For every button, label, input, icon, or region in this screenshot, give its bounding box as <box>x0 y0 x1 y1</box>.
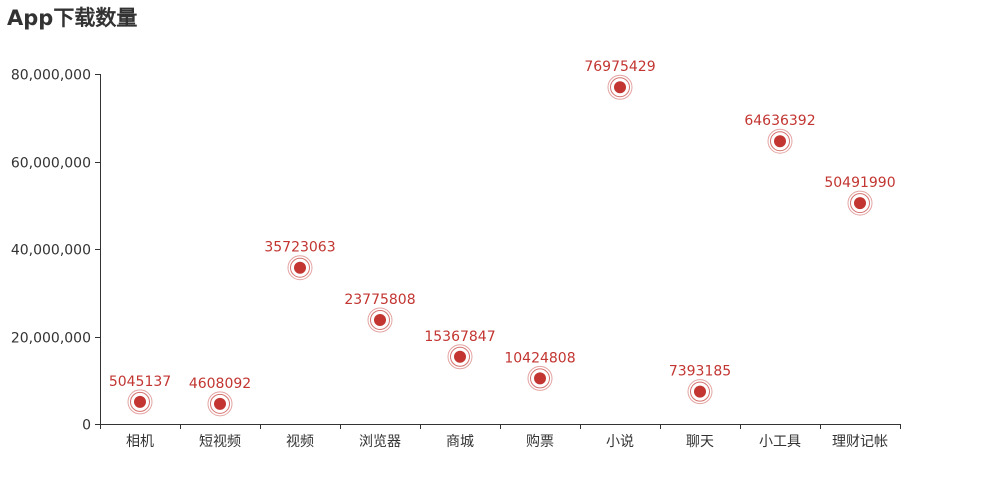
data-label: 4608092 <box>189 376 251 392</box>
data-point[interactable] <box>127 389 153 415</box>
ripple-ring-inner <box>210 393 230 414</box>
point-marker <box>614 81 626 94</box>
x-tick-label: 相机 <box>126 434 154 450</box>
ripple-ring-outer <box>607 74 633 100</box>
data-labels: 5045137 4608092 35723063 23775808 15367847 10… <box>109 59 896 392</box>
ripple-ring-outer <box>527 365 553 391</box>
x-tick-label: 购票 <box>526 434 554 450</box>
data-point[interactable] <box>687 379 713 405</box>
y-tick-label: 0 <box>82 418 91 434</box>
point-marker <box>294 261 306 274</box>
ripple-ring-inner <box>370 309 390 330</box>
y-axis: 0 20,000,000 40,000,000 60,000,000 80,000,00… <box>11 68 101 434</box>
x-tick-label: 理财记帐 <box>832 434 888 450</box>
ripple-ring-outer <box>287 255 313 281</box>
ripple-ring-outer <box>447 344 473 370</box>
point-marker <box>214 397 226 410</box>
data-point[interactable] <box>287 255 313 281</box>
data-label: 64636392 <box>744 113 815 129</box>
x-tick-label: 小工具 <box>759 434 801 450</box>
data-label: 76975429 <box>584 59 655 75</box>
ripple-ring-outer <box>207 391 233 417</box>
data-points <box>127 74 873 417</box>
ripple-ring-inner <box>130 391 150 412</box>
ripple-ring-inner <box>530 368 550 389</box>
data-point[interactable] <box>607 74 633 100</box>
y-tick-label: 20,000,000 <box>11 331 91 347</box>
y-tick-label: 80,000,000 <box>11 68 91 84</box>
x-tick-label: 商城 <box>446 434 474 450</box>
ripple-ring-inner <box>690 381 710 402</box>
ripple-ring-outer <box>847 190 873 216</box>
data-label: 7393185 <box>669 364 731 380</box>
ripple-ring-inner <box>770 131 790 152</box>
data-label: 10424808 <box>504 350 575 366</box>
chart-title: App下载数量 <box>7 6 138 30</box>
point-marker <box>694 385 706 398</box>
point-marker <box>374 313 386 326</box>
data-point[interactable] <box>847 190 873 216</box>
x-tick-label: 小说 <box>606 434 634 450</box>
data-label: 35723063 <box>264 240 335 256</box>
ripple-ring-inner <box>450 346 470 367</box>
y-tick-label: 40,000,000 <box>11 243 91 259</box>
data-point[interactable] <box>767 128 793 154</box>
ripple-ring-inner <box>290 257 310 278</box>
ripple-ring-outer <box>687 379 713 405</box>
ripple-ring-inner <box>850 193 870 214</box>
data-label: 5045137 <box>109 374 171 390</box>
point-marker <box>774 135 786 148</box>
y-tick-label: 60,000,000 <box>11 156 91 172</box>
data-label: 50491990 <box>824 175 895 191</box>
point-marker <box>134 395 146 408</box>
ripple-ring-outer <box>127 389 153 415</box>
ripple-ring-outer <box>367 307 393 333</box>
x-tick-label: 聊天 <box>686 434 714 450</box>
x-axis: 相机 短视频 视频 浏览器 商城 购票 小说 聊天 小工具 理财记帐 <box>100 424 901 450</box>
x-tick-label: 浏览器 <box>359 434 401 450</box>
data-point[interactable] <box>527 365 553 391</box>
data-point[interactable] <box>207 391 233 417</box>
point-marker <box>534 372 546 385</box>
data-label: 15367847 <box>424 329 495 345</box>
point-marker <box>454 350 466 363</box>
data-point[interactable] <box>447 344 473 370</box>
ripple-ring-outer <box>767 128 793 154</box>
x-tick-label: 视频 <box>286 434 314 450</box>
ripple-ring-inner <box>610 77 630 98</box>
x-tick-label: 短视频 <box>199 434 241 450</box>
data-label: 23775808 <box>344 292 415 308</box>
data-point[interactable] <box>367 307 393 333</box>
point-marker <box>854 197 866 210</box>
